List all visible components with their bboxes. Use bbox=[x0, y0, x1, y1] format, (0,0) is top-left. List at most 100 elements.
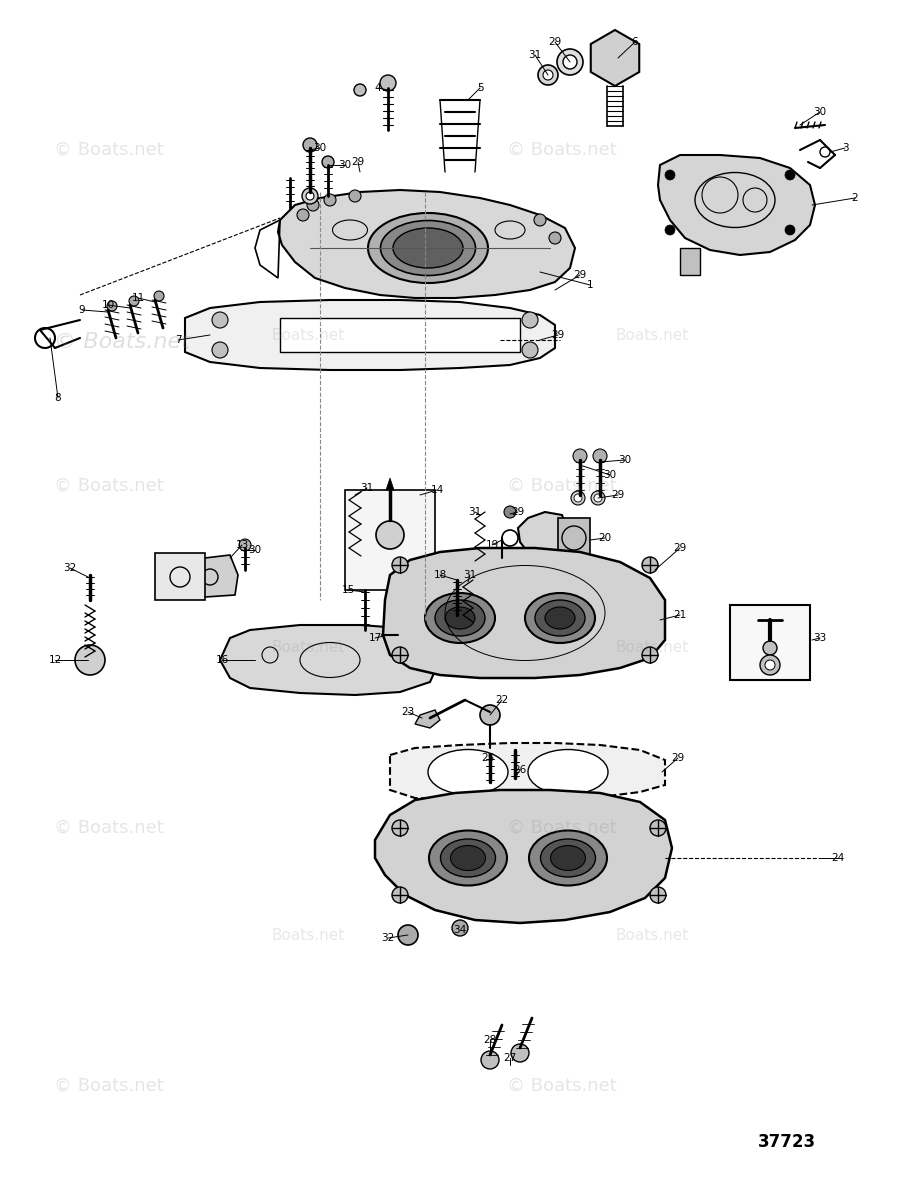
Bar bbox=[345, 490, 435, 590]
Text: 33: 33 bbox=[814, 634, 826, 643]
Text: © Boats.net: © Boats.net bbox=[507, 818, 616, 838]
Text: 30: 30 bbox=[249, 545, 262, 554]
Circle shape bbox=[650, 820, 666, 836]
Circle shape bbox=[349, 190, 361, 202]
Circle shape bbox=[504, 506, 516, 518]
Polygon shape bbox=[361, 630, 369, 643]
Circle shape bbox=[75, 646, 105, 674]
Text: 1: 1 bbox=[586, 280, 594, 290]
Text: 8: 8 bbox=[54, 392, 62, 403]
Polygon shape bbox=[680, 248, 700, 275]
Polygon shape bbox=[375, 790, 672, 923]
Circle shape bbox=[392, 820, 408, 836]
Polygon shape bbox=[280, 318, 520, 352]
Text: Boats.net: Boats.net bbox=[615, 329, 689, 343]
Text: 31: 31 bbox=[360, 482, 374, 493]
Ellipse shape bbox=[380, 221, 475, 276]
Polygon shape bbox=[658, 155, 815, 254]
Polygon shape bbox=[278, 190, 575, 298]
Polygon shape bbox=[486, 748, 494, 760]
Circle shape bbox=[534, 214, 546, 226]
Polygon shape bbox=[155, 553, 205, 600]
Circle shape bbox=[239, 539, 251, 551]
Text: 30: 30 bbox=[618, 455, 632, 464]
Bar bbox=[730, 605, 810, 680]
Circle shape bbox=[574, 494, 582, 502]
Circle shape bbox=[511, 1044, 529, 1062]
Circle shape bbox=[642, 647, 658, 662]
Text: © Boats.net: © Boats.net bbox=[54, 332, 190, 352]
Circle shape bbox=[359, 642, 371, 654]
Text: 32: 32 bbox=[381, 934, 395, 943]
Ellipse shape bbox=[528, 750, 608, 794]
Circle shape bbox=[392, 557, 408, 572]
Text: 26: 26 bbox=[513, 766, 527, 775]
Text: 9: 9 bbox=[79, 305, 85, 314]
Circle shape bbox=[543, 70, 553, 80]
Circle shape bbox=[398, 925, 418, 946]
Text: 37723: 37723 bbox=[758, 1133, 816, 1152]
Circle shape bbox=[591, 491, 605, 505]
Text: 31: 31 bbox=[463, 570, 477, 580]
Text: 29: 29 bbox=[574, 270, 586, 280]
Circle shape bbox=[785, 226, 795, 235]
Circle shape bbox=[665, 170, 675, 180]
Polygon shape bbox=[182, 554, 238, 598]
Text: 31: 31 bbox=[469, 506, 481, 517]
Text: 30: 30 bbox=[814, 107, 826, 116]
Circle shape bbox=[593, 449, 607, 463]
Circle shape bbox=[107, 301, 117, 311]
Ellipse shape bbox=[428, 750, 508, 794]
Circle shape bbox=[392, 887, 408, 902]
Circle shape bbox=[306, 192, 314, 200]
Ellipse shape bbox=[429, 830, 507, 886]
Text: 3: 3 bbox=[842, 143, 848, 152]
Text: © Boats.net: © Boats.net bbox=[54, 1078, 164, 1094]
Ellipse shape bbox=[545, 607, 575, 629]
Text: 24: 24 bbox=[832, 853, 844, 863]
Circle shape bbox=[594, 494, 602, 502]
Circle shape bbox=[382, 626, 398, 643]
Text: 30: 30 bbox=[338, 160, 351, 170]
Text: Boats.net: Boats.net bbox=[615, 929, 689, 943]
Polygon shape bbox=[220, 625, 440, 695]
Text: Boats.net: Boats.net bbox=[272, 929, 345, 943]
Text: 27: 27 bbox=[503, 1054, 517, 1063]
Text: 29: 29 bbox=[551, 330, 565, 340]
Text: 17: 17 bbox=[368, 634, 382, 643]
Circle shape bbox=[297, 209, 309, 221]
Ellipse shape bbox=[451, 846, 485, 870]
Circle shape bbox=[573, 449, 587, 463]
Polygon shape bbox=[518, 512, 568, 558]
Text: 29: 29 bbox=[548, 37, 562, 47]
Text: 11: 11 bbox=[131, 293, 145, 302]
Text: 5: 5 bbox=[477, 83, 483, 92]
Text: © Boats.net: © Boats.net bbox=[507, 476, 616, 494]
Ellipse shape bbox=[435, 600, 485, 636]
Polygon shape bbox=[185, 300, 555, 370]
Circle shape bbox=[322, 156, 334, 168]
Circle shape bbox=[642, 557, 658, 572]
Text: 12: 12 bbox=[48, 655, 62, 665]
Text: 18: 18 bbox=[433, 570, 447, 580]
Circle shape bbox=[212, 312, 228, 328]
Circle shape bbox=[302, 188, 318, 204]
Text: Boats.net: Boats.net bbox=[272, 329, 345, 343]
Circle shape bbox=[324, 194, 336, 206]
Text: 20: 20 bbox=[598, 533, 612, 542]
Text: 10: 10 bbox=[101, 300, 115, 310]
Circle shape bbox=[765, 660, 775, 670]
Text: 31: 31 bbox=[529, 50, 541, 60]
Text: © Boats.net: © Boats.net bbox=[54, 818, 164, 838]
Circle shape bbox=[129, 296, 139, 306]
Text: 29: 29 bbox=[672, 754, 684, 763]
Text: 29: 29 bbox=[351, 157, 365, 167]
Text: 21: 21 bbox=[673, 610, 687, 620]
Circle shape bbox=[212, 342, 228, 358]
Text: © Boats.net: © Boats.net bbox=[507, 140, 616, 158]
Circle shape bbox=[665, 226, 675, 235]
Text: 7: 7 bbox=[175, 335, 181, 346]
Text: 15: 15 bbox=[341, 584, 355, 595]
Circle shape bbox=[549, 232, 561, 244]
Circle shape bbox=[504, 552, 516, 564]
